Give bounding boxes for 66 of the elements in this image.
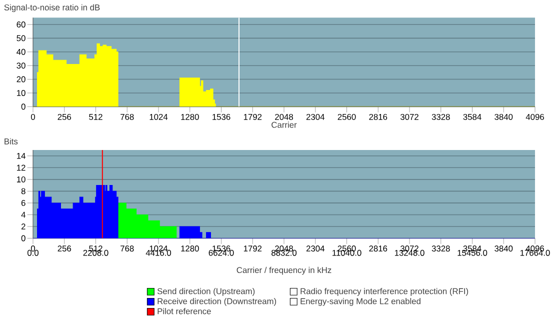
x-tick-label: 3840	[494, 114, 513, 120]
x-tick-label: 1536	[212, 246, 230, 252]
x2-tick-label: 0.0	[28, 250, 39, 256]
y-tick-label: 10	[17, 176, 26, 182]
y-tick-label: 6	[21, 200, 26, 206]
x-tick-label: 0	[31, 114, 36, 120]
x-tick-label: 1280	[181, 246, 199, 252]
x-tick-label: 256	[58, 246, 72, 252]
x-tick-label: 2560	[338, 246, 356, 252]
y-tick-label: 40	[16, 48, 26, 55]
x-tick-label: 2816	[369, 114, 388, 120]
x-tick-label: 2048	[275, 246, 293, 252]
x-tick-label: 2816	[369, 246, 388, 252]
y-tick-label: 4	[21, 212, 26, 218]
y-tick-label: 14	[17, 152, 26, 159]
x-tick-label: 256	[58, 114, 72, 120]
x-tick-label: 4096	[526, 246, 544, 252]
x2-tick-label: 17664.0	[520, 250, 550, 256]
x2-tick-label: 13248.0	[394, 250, 424, 256]
x-axis-title: Carrier	[272, 122, 297, 128]
x-tick-label: 512	[89, 246, 102, 252]
x-tick-label: 3840	[494, 246, 513, 252]
x2-tick-label: 11040.0	[332, 250, 362, 256]
x-tick-label: 1024	[150, 114, 168, 120]
y-tick-label: 60	[16, 22, 26, 28]
x-tick-label: 1792	[244, 114, 262, 120]
x2-tick-label: 6624.0	[208, 250, 234, 256]
chart-title: Bits	[4, 138, 18, 144]
x-tick-label: 0	[31, 246, 36, 252]
legend-label: Receive direction (Downstream)	[158, 298, 276, 306]
x-tick-label: 3584	[463, 114, 482, 120]
x-tick-label: 1280	[181, 114, 199, 120]
x-tick-label: 768	[120, 114, 134, 120]
x-tick-label: 3328	[432, 114, 450, 120]
x-tick-label: 3328	[432, 246, 450, 252]
y-tick-label: 2	[21, 224, 26, 230]
y-tick-label: 0	[21, 104, 26, 110]
y-tick-label: 20	[16, 76, 26, 82]
text: Energy-saving Mode L2 enabled	[300, 298, 420, 306]
x-tick-label: 1024	[150, 246, 168, 252]
y-tick-label: 50	[16, 35, 26, 42]
text: Radio frequency interference protection (RFI)	[300, 288, 468, 296]
x2-tick-label: 15456.0	[458, 250, 488, 256]
y-tick-label: 8	[21, 188, 26, 194]
x-tick-label: 3072	[400, 114, 418, 120]
x-tick-label: 2048	[275, 114, 293, 120]
x2-tick-label: 2208.0	[83, 250, 108, 256]
x-tick-label: 2560	[338, 114, 356, 120]
x-tick-label: 2304	[306, 114, 324, 120]
x-tick-label: 4096	[526, 114, 544, 120]
y-tick-label: 0	[21, 235, 26, 242]
x-tick-label: 3584	[463, 246, 482, 252]
y-tick-label: 30	[16, 62, 26, 69]
x-tick-label: 1536	[212, 114, 230, 120]
x2-tick-label: 4416.0	[146, 250, 172, 256]
legend-label: Pilot reference	[158, 308, 211, 314]
y-tick-label: 12	[17, 164, 26, 171]
y-tick-label: 10	[17, 90, 26, 96]
x-tick-label: 2304	[306, 246, 324, 252]
legend-label: Send direction (Upstream)	[157, 288, 255, 296]
x-tick-label: 512	[89, 114, 102, 120]
x-axis-title: Carrier / frequency in kHz	[236, 266, 332, 275]
x-tick-label: 1792	[244, 246, 262, 252]
x-tick-label: 768	[120, 246, 134, 252]
chart-title: Signal-to-noise ratio in dB	[4, 4, 100, 12]
x2-tick-label: 8832.0	[272, 250, 297, 256]
